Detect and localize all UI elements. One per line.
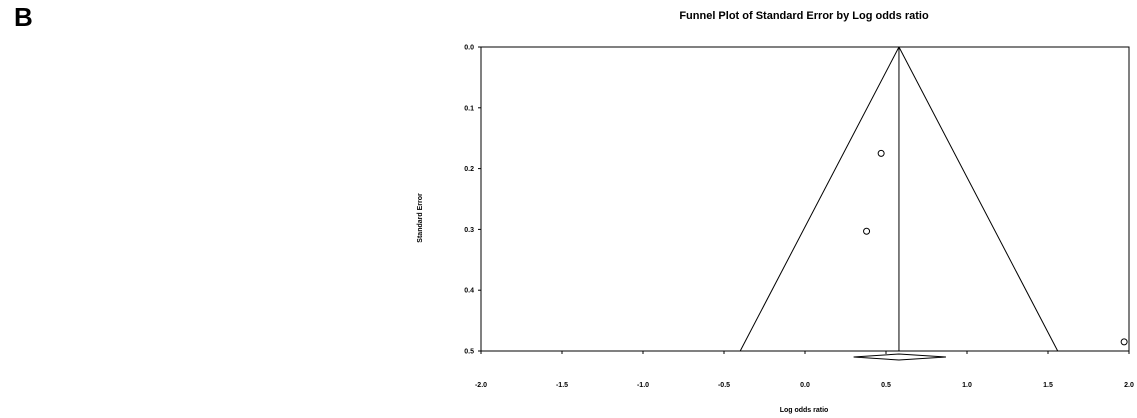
x-tick-label: 0.5 [881, 382, 891, 389]
funnel-lines [739, 46, 1059, 361]
x-tick-label: -0.5 [718, 382, 730, 389]
funnel-left-line [739, 46, 900, 352]
study-point [877, 149, 885, 157]
x-tick-label: 1.5 [1043, 382, 1053, 389]
y-axis-label: Standard Error [417, 193, 424, 243]
axis-ticks: -2.0 -1.5 -1.0 -0.5 0.0 0.5 1.0 1.5 2.0 0.0 0.1 0.2… [464, 45, 1134, 390]
y-tick-label: 0.3 [464, 227, 474, 234]
y-tick-label: 0.5 [464, 349, 474, 356]
panel-label: B [14, 2, 33, 32]
chart-title: Funnel Plot of Standard Error by Log odd… [679, 10, 929, 22]
x-tick-label: 0.0 [800, 382, 810, 389]
x-tick-label: -1.0 [637, 382, 649, 389]
x-tick-label: 1.0 [962, 382, 972, 389]
study-point [863, 227, 871, 235]
plot-frame [480, 46, 1130, 352]
x-axis-label: Log odds ratio [780, 407, 829, 414]
x-tick-label: -2.0 [475, 382, 487, 389]
x-tick-label: 2.0 [1124, 382, 1134, 389]
study-points [863, 149, 1128, 346]
summary-diamond [853, 353, 946, 361]
y-tick-label: 0.2 [464, 166, 474, 173]
y-tick-label: 0.4 [464, 288, 474, 295]
y-tick-label: 0.1 [464, 105, 474, 112]
funnel-right-line [898, 46, 1059, 352]
study-point [1120, 338, 1128, 346]
y-tick-label: 0.0 [464, 45, 474, 52]
x-tick-label: -1.5 [556, 382, 568, 389]
